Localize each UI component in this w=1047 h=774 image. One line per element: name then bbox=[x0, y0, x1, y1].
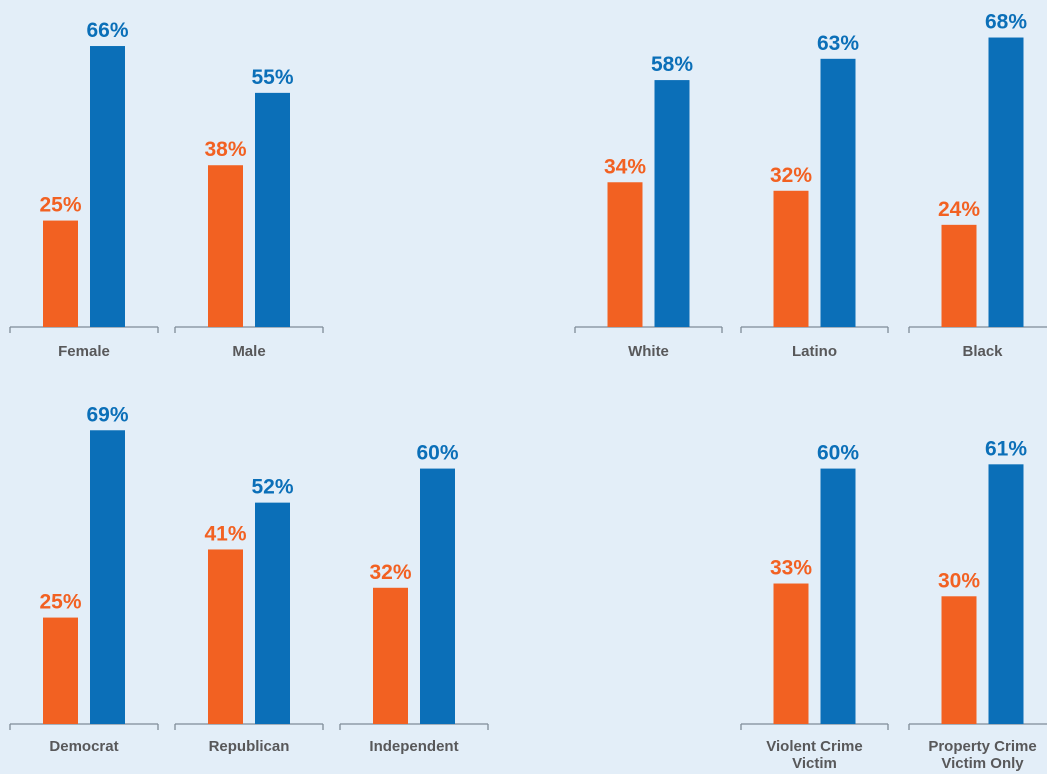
category-label-male: Male bbox=[232, 343, 265, 360]
category-label-latino: Latino bbox=[792, 343, 837, 360]
bar-democrat-blue bbox=[90, 430, 125, 724]
chart-panel-race: 34% 58% White 32% 63% Latino 24% 68% Black bbox=[574, 11, 1047, 360]
data-label-black-blue: 68% bbox=[985, 11, 1027, 34]
category-label-independent: Independent bbox=[369, 738, 458, 755]
category-label-female: Female bbox=[58, 343, 110, 360]
bar-black-blue bbox=[988, 37, 1024, 328]
category-label-black: Black bbox=[962, 343, 1003, 360]
data-label-violent-crime-victim-orange: 33% bbox=[770, 557, 812, 580]
bar-black-orange bbox=[941, 224, 977, 327]
category-label-white: White bbox=[628, 343, 669, 360]
data-label-male-orange: 38% bbox=[204, 138, 246, 161]
chart-panel-gender: 25% 66% Female 38% 55% Male bbox=[9, 19, 324, 360]
bar-latino-blue bbox=[820, 58, 856, 328]
category-label-republican: Republican bbox=[209, 738, 290, 755]
data-label-white-blue: 58% bbox=[651, 53, 693, 76]
data-label-female-blue: 66% bbox=[86, 19, 128, 42]
category-label-property-crime-victim-only-line2: Victim Only bbox=[941, 755, 1024, 772]
bar-female-blue bbox=[90, 46, 125, 328]
data-label-democrat-orange: 25% bbox=[39, 591, 81, 614]
data-label-independent-orange: 32% bbox=[369, 561, 411, 584]
data-label-independent-blue: 60% bbox=[416, 442, 458, 465]
chart-panel-party: 25% 69% Democrat 41%52% Republican 32% 60% Inde… bbox=[9, 403, 489, 755]
bar-violent-crime-victim-blue bbox=[820, 468, 856, 724]
bar-white-orange bbox=[607, 182, 643, 327]
bar-male-blue bbox=[255, 92, 290, 328]
data-label-black-orange: 24% bbox=[938, 198, 980, 221]
category-label-violent-crime-victim-line2: Victim bbox=[792, 755, 837, 772]
bar-republican-orange bbox=[208, 549, 243, 724]
bar-female-orange bbox=[43, 220, 78, 327]
category-label-property-crime-victim-only-line1: Property Crime bbox=[928, 738, 1036, 755]
data-label-latino-orange: 32% bbox=[770, 164, 812, 187]
data-label-white-orange: 34% bbox=[604, 155, 646, 178]
bar-white-blue bbox=[654, 80, 690, 328]
data-label-violent-crime-victim-blue: 60% bbox=[817, 442, 859, 465]
bar-republican-blue bbox=[255, 502, 290, 724]
data-label-female-orange: 25% bbox=[39, 194, 81, 217]
bar-independent-orange bbox=[373, 587, 408, 724]
bar-independent-blue bbox=[420, 468, 455, 724]
category-label-violent-crime-victim-line1: Violent Crime bbox=[766, 738, 862, 755]
data-label-democrat-blue: 69% bbox=[86, 403, 128, 426]
category-label-democrat: Democrat bbox=[49, 738, 118, 755]
data-label-latino-blue: 63% bbox=[817, 32, 859, 55]
bar-property-crime-victim-only-blue bbox=[988, 464, 1024, 724]
bar-democrat-orange bbox=[43, 617, 78, 724]
bar-property-crime-victim-only-orange bbox=[941, 596, 977, 724]
bar-male-orange bbox=[208, 165, 243, 327]
bar-latino-orange bbox=[773, 190, 809, 327]
data-label-property-crime-victim-only-blue: 61% bbox=[985, 437, 1027, 460]
data-label-republican-orange: 41% bbox=[204, 522, 246, 545]
bar-violent-crime-victim-orange bbox=[773, 583, 809, 724]
data-label-republican-blue: 52% bbox=[251, 476, 293, 499]
data-label-property-crime-victim-only-orange: 30% bbox=[938, 569, 980, 592]
data-label-male-blue: 55% bbox=[251, 66, 293, 89]
